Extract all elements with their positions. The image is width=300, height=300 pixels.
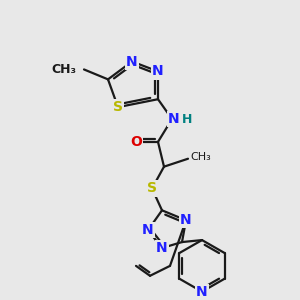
Text: N: N: [142, 223, 154, 237]
Text: N: N: [152, 64, 164, 78]
Text: S: S: [147, 182, 157, 196]
Text: CH₃: CH₃: [190, 152, 211, 162]
Text: N: N: [156, 241, 168, 255]
Text: O: O: [130, 135, 142, 149]
Text: N: N: [126, 55, 138, 68]
Text: N: N: [196, 285, 208, 299]
Text: S: S: [113, 100, 123, 114]
Text: N: N: [168, 112, 180, 126]
Text: H: H: [182, 112, 192, 125]
Text: CH₃: CH₃: [51, 63, 76, 76]
Text: N: N: [180, 213, 192, 227]
